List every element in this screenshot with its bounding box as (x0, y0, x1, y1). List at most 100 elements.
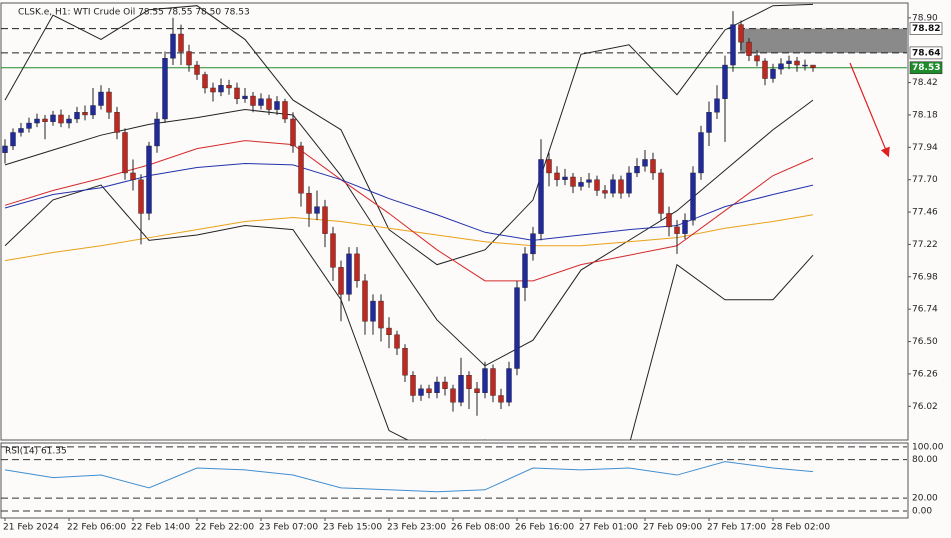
candle-body (602, 190, 608, 194)
rsi-line (4, 461, 814, 493)
candle-body (114, 112, 120, 133)
candle-body (530, 233, 536, 255)
candle-body (370, 300, 376, 322)
candle-body (314, 206, 320, 214)
candle-body (362, 280, 368, 322)
candle-body (658, 172, 664, 214)
candle-body (786, 60, 792, 64)
candle-body (506, 368, 512, 403)
candle-body (258, 98, 264, 106)
rsi-label: RSI(14) 61.35 (5, 447, 67, 457)
candle-body (474, 388, 480, 393)
candle-body (610, 179, 616, 194)
rsi-tick-label: 80.00 (912, 455, 938, 465)
candle-body (26, 122, 32, 129)
candle-body (242, 95, 248, 99)
candle-body (450, 388, 456, 403)
candle-body (522, 253, 528, 288)
candle-body (546, 159, 552, 174)
y-tick-label: 77.22 (912, 240, 938, 250)
candle-body (794, 60, 800, 66)
candle-body (554, 172, 560, 180)
candle-body (514, 287, 520, 369)
candle-body (810, 64, 816, 68)
rsi-plot (1, 446, 907, 512)
candle-body (538, 159, 544, 234)
candle-body (498, 395, 504, 403)
candle-body (58, 114, 64, 124)
zone (740, 28, 907, 53)
candle-body (690, 172, 696, 221)
rsi-tick-label: 20.00 (912, 494, 938, 504)
candle-body (298, 145, 304, 194)
x-tick-label: 22 Feb 14:00 (131, 523, 190, 533)
candle-body (490, 368, 496, 396)
candle-body (202, 74, 208, 89)
candle-body (722, 64, 728, 99)
price-tag-label: 78.64 (912, 48, 940, 58)
candle-body (98, 91, 104, 106)
candle-body (194, 64, 200, 75)
candle-body (746, 41, 752, 56)
candle-body (426, 388, 432, 393)
indicator-line (4, 140, 814, 282)
price-tag-label: 78.82 (912, 24, 940, 34)
candle-body (634, 166, 640, 174)
candle-body (354, 253, 360, 282)
candle-body (754, 55, 760, 62)
x-tick-label: 27 Feb 09:00 (643, 523, 702, 533)
candle-body (162, 58, 168, 120)
candle-body (154, 118, 160, 147)
y-tick-label: 76.74 (912, 305, 938, 315)
candle-body (434, 381, 440, 393)
candle-body (66, 118, 72, 124)
candle-body (170, 33, 176, 59)
candle-body (706, 112, 712, 133)
indicator-line (4, 3, 814, 266)
candle-body (10, 132, 16, 147)
candle-body (338, 267, 344, 295)
candle-body (682, 219, 688, 234)
trend-arrow (849, 62, 890, 158)
rsi-tick-label: 0.00 (912, 506, 932, 516)
candle-body (2, 145, 8, 153)
candle-body (578, 182, 584, 187)
candle-body (618, 179, 624, 194)
candle-body (594, 179, 600, 191)
main-panel (0, 2, 909, 441)
y-tick-label: 77.46 (912, 208, 938, 218)
candle-body (378, 300, 384, 329)
price-tag (909, 46, 943, 60)
y-tick-label: 76.02 (912, 402, 938, 412)
chart-title: CLSK.e, H1: WTI Crude Oil 78.55 78.55 78… (18, 8, 250, 18)
candle-body (394, 334, 400, 349)
x-tick-label: 22 Feb 22:00 (195, 523, 254, 533)
price-tag (909, 61, 943, 75)
candle-body (778, 63, 784, 70)
x-tick-label: 26 Feb 16:00 (515, 523, 574, 533)
candle-body (570, 176, 576, 187)
candle-body (266, 98, 272, 110)
candle-body (458, 375, 464, 403)
candle-body (178, 33, 184, 52)
candle-body (346, 253, 352, 295)
candle-body (226, 85, 232, 89)
y-tick-label: 76.26 (912, 369, 938, 379)
y-tick-label: 76.98 (912, 272, 938, 282)
candle-body (626, 172, 632, 194)
candle-body (186, 51, 192, 66)
candle-body (410, 375, 416, 396)
x-tick-label: 27 Feb 01:00 (579, 523, 638, 533)
candle-body (730, 24, 736, 66)
x-tick-label: 23 Feb 07:00 (259, 523, 318, 533)
candle-body (738, 24, 744, 43)
x-tick-label: 26 Feb 08:00 (451, 523, 510, 533)
y-tick-label: 77.70 (912, 175, 938, 185)
rsi-panel (0, 442, 909, 519)
candle-body (674, 226, 680, 234)
candle-body (218, 85, 224, 93)
rsi-tick-label: 100.00 (912, 442, 944, 452)
candle-body (50, 114, 56, 122)
